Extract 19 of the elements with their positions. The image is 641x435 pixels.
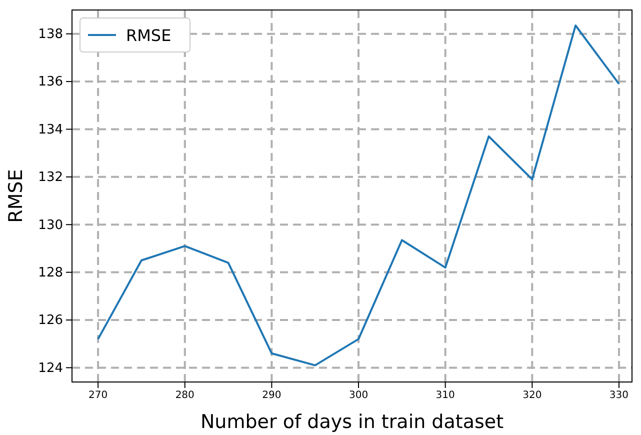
x-tick-label: 300 <box>348 390 368 402</box>
y-tick-label: 124 <box>38 360 63 376</box>
y-tick-label: 138 <box>38 27 63 42</box>
x-tick-label: 320 <box>522 390 542 402</box>
x-tick-label: 290 <box>262 390 282 402</box>
y-tick-label: 128 <box>38 265 63 280</box>
y-tick-label: 130 <box>38 218 63 233</box>
y-tick-label: 134 <box>38 122 63 138</box>
x-tick-label: 330 <box>609 390 629 402</box>
legend-label: RMSE <box>126 26 172 45</box>
x-tick-label: 270 <box>88 390 108 402</box>
line-series <box>97 24 620 366</box>
y-tick-label: 126 <box>38 313 63 328</box>
y-tick-label: 132 <box>38 170 63 186</box>
x-tick-label: 280 <box>175 390 194 402</box>
y-axis-title: RMSE <box>5 169 27 223</box>
y-tick-label: 136 <box>38 74 63 90</box>
x-axis-title: Number of days in train dataset <box>200 411 504 433</box>
x-tick-label: 310 <box>436 390 455 402</box>
